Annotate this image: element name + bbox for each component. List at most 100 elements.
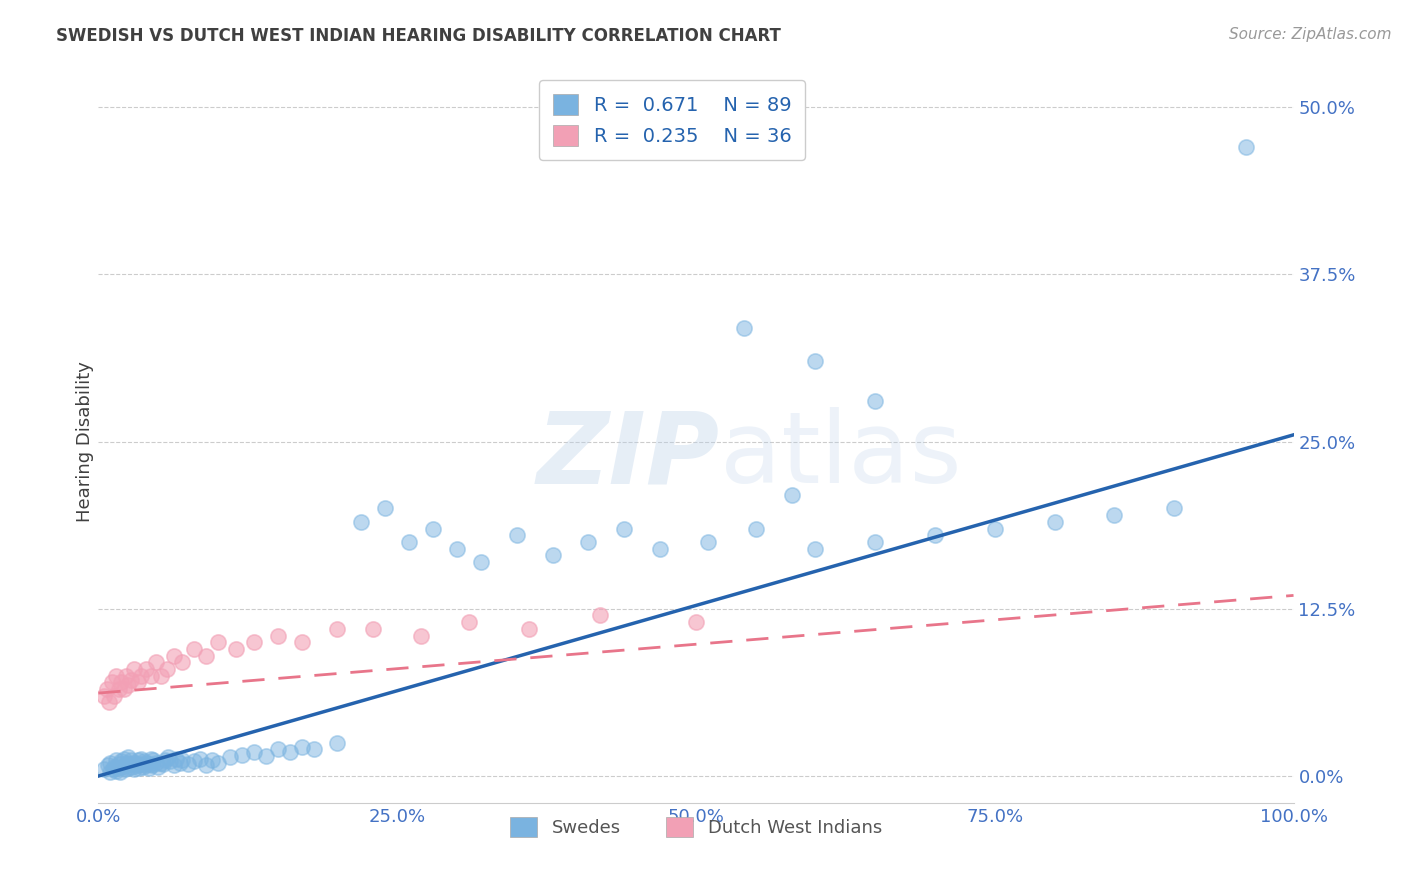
Point [98, 756, 122, 770]
Point [804, 354, 827, 368]
Text: Source: ZipAtlas.com: Source: ZipAtlas.com [1229, 27, 1392, 42]
Point [1104, 508, 1126, 523]
Point [697, 535, 720, 549]
Point [110, 755, 132, 769]
Point [145, 756, 167, 770]
Point [291, 635, 314, 649]
Point [470, 555, 492, 569]
Point [120, 673, 142, 687]
Y-axis label: Hearing Disability: Hearing Disability [76, 361, 94, 522]
Point [127, 675, 149, 690]
Point [163, 648, 186, 663]
Point [117, 750, 139, 764]
Point [243, 635, 266, 649]
Point [326, 622, 349, 636]
Point [134, 758, 156, 772]
Point [110, 675, 132, 690]
Point [745, 521, 768, 535]
Point [804, 541, 827, 556]
Point [541, 548, 564, 563]
Point [1163, 501, 1185, 516]
Point [163, 758, 186, 772]
Point [105, 669, 128, 683]
Point [159, 755, 181, 769]
Point [183, 642, 205, 657]
Point [231, 747, 253, 762]
Point [363, 622, 385, 636]
Point [183, 755, 205, 769]
Text: SWEDISH VS DUTCH WEST INDIAN HEARING DISABILITY CORRELATION CHART: SWEDISH VS DUTCH WEST INDIAN HEARING DIS… [56, 27, 782, 45]
Point [145, 655, 167, 669]
Point [107, 681, 129, 696]
Point [105, 764, 128, 778]
Point [107, 756, 129, 771]
Point [422, 521, 444, 535]
Point [139, 751, 162, 765]
Point [589, 608, 612, 623]
Point [115, 756, 138, 770]
Point [132, 755, 155, 769]
Point [124, 662, 146, 676]
Point [243, 745, 266, 759]
Point [114, 762, 136, 776]
Point [267, 629, 290, 643]
Point [118, 756, 141, 771]
Point [172, 753, 194, 767]
Point [326, 735, 349, 749]
Point [131, 669, 153, 683]
Point [1234, 140, 1257, 154]
Point [115, 758, 138, 772]
Point [129, 756, 152, 771]
Point [93, 762, 115, 776]
Point [177, 756, 200, 771]
Point [120, 753, 142, 767]
Point [291, 739, 314, 754]
Point [115, 669, 138, 683]
Point [374, 501, 396, 516]
Point [578, 535, 600, 549]
Point [188, 751, 211, 765]
Point [138, 761, 160, 775]
Point [984, 521, 1007, 535]
Point [107, 761, 129, 775]
Point [103, 689, 125, 703]
Point [128, 761, 150, 775]
Point [506, 528, 529, 542]
Point [125, 758, 148, 772]
Point [152, 756, 174, 771]
Point [165, 751, 187, 765]
Point [865, 394, 887, 409]
Point [924, 528, 946, 542]
Point [105, 753, 128, 767]
Point [169, 756, 191, 770]
Point [112, 751, 135, 765]
Point [398, 535, 420, 549]
Point [278, 745, 301, 759]
Point [865, 535, 887, 549]
Point [156, 750, 179, 764]
Point [613, 521, 636, 535]
Point [98, 765, 122, 780]
Point [225, 642, 247, 657]
Point [135, 662, 157, 676]
Point [103, 760, 125, 774]
Point [108, 765, 131, 780]
Point [112, 681, 135, 696]
Point [139, 669, 162, 683]
Text: atlas: atlas [720, 408, 962, 505]
Point [111, 760, 134, 774]
Text: ZIP: ZIP [537, 408, 720, 505]
Point [1043, 515, 1066, 529]
Point [124, 762, 146, 776]
Point [93, 689, 115, 703]
Point [98, 696, 121, 710]
Point [219, 750, 242, 764]
Point [517, 622, 540, 636]
Point [121, 760, 143, 774]
Point [446, 541, 468, 556]
Point [117, 678, 139, 692]
Point [648, 541, 672, 556]
Point [733, 320, 755, 334]
Point [97, 758, 120, 772]
Point [127, 753, 149, 767]
